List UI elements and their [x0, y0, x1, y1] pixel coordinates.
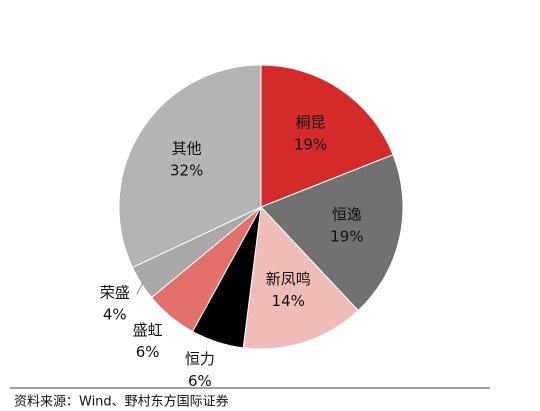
slice-value: 4% — [103, 306, 127, 324]
slice-label: 盛虹 — [133, 321, 163, 339]
pie-slice — [242, 205, 359, 350]
slice-value: 6% — [136, 343, 160, 361]
slice-value: 19% — [294, 136, 327, 154]
slice-value: 6% — [188, 372, 212, 390]
pie-slice — [260, 64, 394, 208]
pie-slice — [118, 64, 262, 269]
source-note: 资料来源：Wind、野村东方国际证券 — [14, 394, 229, 410]
slice-label: 恒力 — [185, 350, 215, 368]
slice-label: 荣盛 — [100, 284, 130, 302]
slice-label: 桐昆 — [295, 114, 325, 132]
slice-value: 14% — [272, 292, 305, 310]
slice-value: 19% — [330, 228, 363, 246]
slice-label: 其他 — [172, 139, 202, 157]
leader-line — [136, 281, 144, 295]
pie-slice — [260, 154, 404, 312]
slice-label: 新凤鸣 — [266, 270, 311, 288]
slice-value: 32% — [170, 161, 203, 179]
slice-label: 恒逸 — [332, 206, 362, 224]
